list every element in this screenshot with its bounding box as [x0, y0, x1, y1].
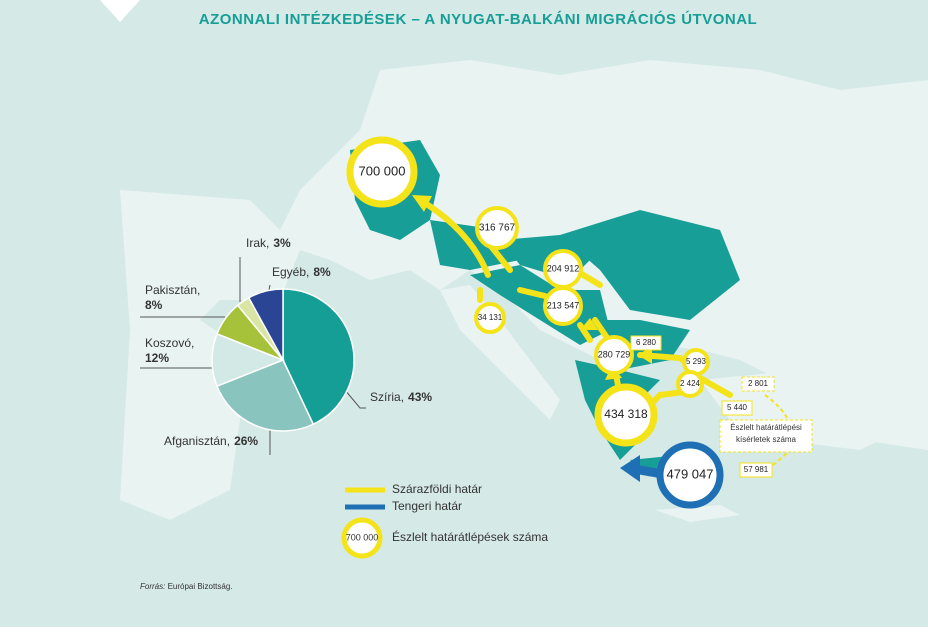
attempt-label: 5 440 — [727, 403, 748, 412]
count-circle — [594, 383, 658, 447]
count-label: 280 729 — [598, 349, 631, 359]
islands — [655, 505, 740, 522]
legend-sample: 700 000 — [346, 532, 379, 542]
attempt-label: 57 981 — [744, 465, 769, 474]
pie-chart: Szíria, 43%Afganisztán, 26%Koszovó, 12%Paki… — [145, 236, 432, 448]
source-prefix: Forrás: — [140, 582, 165, 591]
pie-category: Egyéb — [272, 265, 306, 279]
corner-mark — [100, 0, 140, 22]
count-circle — [346, 136, 418, 208]
pie-category: Koszovó — [145, 336, 191, 350]
attempt-box — [721, 400, 753, 416]
count-label: 700 000 — [359, 163, 406, 178]
pie-label: Egyéb, 8% — [272, 265, 331, 279]
pie-category: Pakisztán — [145, 283, 197, 297]
pie-category: Irak — [246, 236, 267, 250]
attempt-box — [739, 462, 773, 478]
attempt-label: 6 280 — [636, 338, 657, 347]
count-label: 213 547 — [547, 300, 580, 310]
callout: Észlelt határátlépési kísérletek száma — [730, 423, 802, 444]
source-text: Európai Bizottság. — [168, 582, 233, 591]
count-label: 34 131 — [478, 313, 503, 322]
attempt-label: 2 801 — [748, 379, 769, 388]
pie-label: Szíria, 43% — [370, 390, 432, 404]
pie-value: 8% — [145, 298, 163, 312]
count-circle — [656, 441, 724, 509]
count-circle — [543, 286, 583, 326]
count-label: 2 424 — [680, 379, 701, 388]
pie-label: Irak, 3% — [246, 236, 291, 250]
count-circle — [474, 302, 506, 334]
count-label: 434 318 — [604, 407, 648, 421]
legend-sea: Tengeri határ — [392, 499, 462, 513]
count-label: 316 767 — [479, 223, 516, 234]
pie-label: Afganisztán, 26% — [164, 434, 258, 448]
pie-value: 8% — [313, 265, 331, 279]
pie-category: Afganisztán — [164, 434, 227, 448]
count-label: 5 293 — [686, 357, 707, 366]
pie-slice — [216, 359, 315, 432]
attempt-box — [741, 376, 775, 392]
title: AZONNALI INTÉZKEDÉSEK – A NYUGAT-BALKÁNI… — [199, 10, 757, 28]
pie-value: 3% — [273, 236, 291, 250]
count-circle — [676, 370, 704, 398]
pie-slice — [247, 288, 284, 361]
pie-value: 43% — [408, 390, 432, 404]
pie-slice — [282, 288, 355, 426]
count-circle — [475, 206, 519, 250]
pie-value: 12% — [145, 351, 169, 365]
attempt-box — [630, 335, 662, 351]
sea-arrowhead — [620, 455, 640, 482]
callout-box — [719, 419, 813, 453]
count-label: 479 047 — [667, 466, 714, 481]
count-label: 204 912 — [547, 263, 580, 273]
pie-leaders — [140, 257, 366, 455]
legend-count: Észlelt határátlépések száma — [392, 529, 548, 544]
callout-text: Észlelt határátlépési kísérletek száma — [730, 423, 802, 444]
pie-value: 26% — [234, 434, 258, 448]
legend-land: Szárazföldi határ — [392, 482, 482, 496]
source: Forrás: Európai Bizottság. — [140, 582, 233, 591]
legend-circle — [341, 517, 383, 559]
pie-category: Szíria — [370, 390, 401, 404]
count-circle — [594, 335, 634, 375]
